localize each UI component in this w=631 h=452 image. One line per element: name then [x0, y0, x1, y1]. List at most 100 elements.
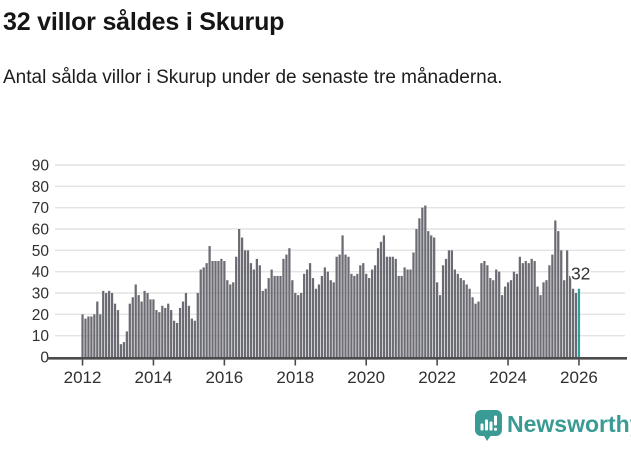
- bar: [474, 303, 477, 357]
- bar: [90, 316, 93, 357]
- bar: [258, 265, 261, 357]
- bar: [462, 280, 465, 357]
- bar: [267, 278, 270, 357]
- bar: [456, 273, 459, 357]
- x-axis-tick-label: 2016: [205, 368, 243, 387]
- newsworthy-wordmark: Newsworthy: [507, 411, 631, 437]
- bar: [338, 254, 341, 357]
- bar: [536, 286, 539, 357]
- bar: [483, 261, 486, 357]
- bar: [571, 288, 575, 357]
- bar: [515, 273, 519, 357]
- bar: [498, 271, 501, 357]
- bar: [125, 331, 128, 357]
- bar: [181, 301, 185, 357]
- bar: [557, 231, 560, 357]
- bar: [554, 220, 557, 357]
- y-axis-tick-label: 50: [32, 243, 50, 260]
- bar: [229, 284, 232, 357]
- bar: [143, 290, 146, 357]
- chart-subtitle: Antal sålda villor i Skurup under de sen…: [3, 67, 503, 88]
- bar: [356, 273, 359, 357]
- bar: [320, 275, 323, 357]
- bar: [246, 250, 250, 357]
- bar: [87, 316, 90, 357]
- bar: [421, 207, 424, 357]
- bar: [128, 303, 131, 357]
- bar: [294, 293, 297, 357]
- bar: [249, 263, 253, 357]
- bar: [184, 293, 188, 357]
- bar: [403, 267, 406, 357]
- bar: [305, 269, 309, 357]
- x-axis-tick-label: 2012: [64, 368, 102, 387]
- bar: [415, 229, 418, 357]
- bar: [566, 250, 569, 357]
- bar: [359, 265, 362, 357]
- bar: [551, 254, 554, 357]
- bar: [412, 252, 415, 357]
- bar: [273, 275, 276, 357]
- bar: [441, 265, 445, 357]
- y-axis-tick-label: 20: [32, 307, 50, 324]
- bar: [560, 250, 563, 357]
- bar: [317, 284, 321, 357]
- bar: [563, 280, 566, 357]
- bar: [370, 269, 374, 357]
- bar: [447, 250, 451, 357]
- bar: [155, 310, 158, 357]
- bar: [503, 286, 507, 357]
- bar: [175, 322, 179, 357]
- bar: [116, 310, 120, 357]
- bar: [119, 344, 123, 357]
- bar: [365, 273, 368, 357]
- bar: [400, 275, 403, 357]
- bar: [110, 293, 114, 357]
- y-axis-tick-label: 40: [32, 264, 50, 281]
- bar: [574, 293, 578, 357]
- bar: [533, 261, 536, 357]
- bar: [436, 282, 439, 357]
- bar: [131, 297, 134, 357]
- bar: [521, 263, 524, 357]
- bar: [450, 250, 454, 357]
- bar: [480, 263, 483, 357]
- bar: [427, 231, 430, 357]
- highlighted-bar: [577, 288, 581, 357]
- bar: [226, 280, 229, 357]
- bar: [235, 256, 238, 357]
- bar: [84, 318, 87, 357]
- y-axis-tick-label: 70: [32, 200, 50, 217]
- bar: [379, 241, 383, 357]
- bar: [418, 218, 421, 357]
- bar: [568, 275, 572, 357]
- x-axis-tick-label: 2026: [560, 368, 598, 387]
- bar: [314, 288, 318, 357]
- bar: [282, 258, 285, 357]
- bar: [303, 273, 306, 357]
- bar: [385, 256, 389, 357]
- bar: [173, 320, 176, 357]
- bar: [238, 229, 241, 357]
- bar: [93, 314, 96, 357]
- x-axis-tick-label: 2020: [347, 368, 385, 387]
- bar: [167, 303, 170, 357]
- bar: [164, 307, 167, 357]
- bar: [208, 246, 211, 357]
- bar: [406, 269, 409, 357]
- bar: [211, 261, 214, 357]
- bar: [240, 237, 244, 357]
- y-axis-tick-label: 10: [32, 328, 50, 345]
- bar: [96, 301, 99, 357]
- bar: [347, 256, 350, 357]
- bar: [149, 299, 152, 357]
- bar: [341, 235, 344, 357]
- y-axis-tick-label: 30: [32, 286, 50, 303]
- bar: [368, 278, 371, 357]
- bar: [178, 307, 182, 357]
- bar: [350, 273, 353, 357]
- bar: [542, 282, 545, 357]
- bar: [509, 280, 513, 357]
- y-axis-tick-label: 60: [32, 222, 50, 239]
- bar: [459, 278, 462, 357]
